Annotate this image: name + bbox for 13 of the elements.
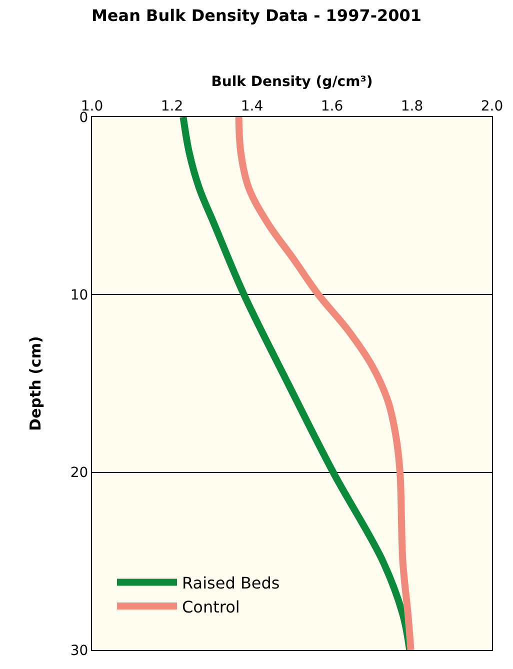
x-axis-title: Bulk Density (g/cm³) — [211, 74, 373, 90]
y-axis-title: Depth (cm) — [26, 336, 45, 431]
y-tick-label: 30 — [70, 642, 88, 659]
x-tick-label: 1.6 — [320, 98, 344, 114]
legend-label: Raised Beds — [182, 573, 280, 592]
x-tick-label: 1.8 — [400, 98, 424, 114]
y-tick-label: 10 — [70, 288, 88, 304]
x-tick-label: 1.2 — [160, 98, 184, 114]
x-tick-label: 2.0 — [480, 98, 504, 114]
legend-label: Control — [182, 597, 240, 616]
x-tick-label: 1.4 — [240, 98, 264, 114]
chart-title: Mean Bulk Density Data - 1997-2001 — [92, 6, 422, 26]
y-tick-label: 20 — [70, 465, 88, 482]
